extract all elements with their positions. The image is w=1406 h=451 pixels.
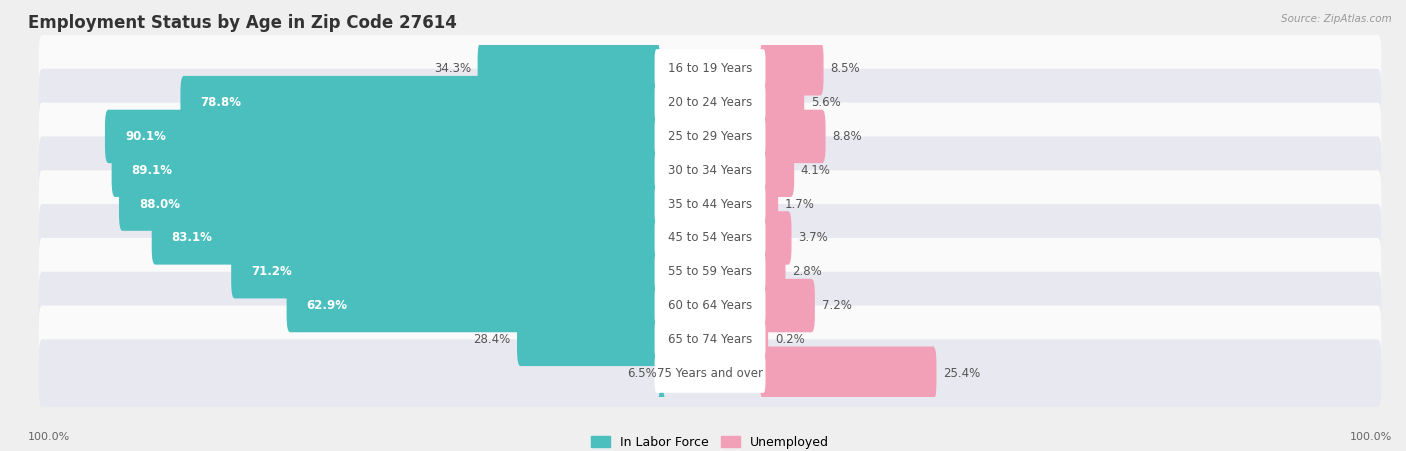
Text: 3.7%: 3.7% xyxy=(799,231,828,244)
Text: 20 to 24 Years: 20 to 24 Years xyxy=(668,96,752,109)
Text: Source: ZipAtlas.com: Source: ZipAtlas.com xyxy=(1281,14,1392,23)
FancyBboxPatch shape xyxy=(231,245,659,299)
Text: 4.1%: 4.1% xyxy=(801,164,831,177)
FancyBboxPatch shape xyxy=(478,42,659,96)
FancyBboxPatch shape xyxy=(39,69,1381,136)
Text: 6.5%: 6.5% xyxy=(627,367,657,380)
FancyBboxPatch shape xyxy=(761,245,786,299)
FancyBboxPatch shape xyxy=(39,306,1381,373)
FancyBboxPatch shape xyxy=(39,272,1381,339)
FancyBboxPatch shape xyxy=(655,49,765,88)
FancyBboxPatch shape xyxy=(152,211,659,265)
Text: 55 to 59 Years: 55 to 59 Years xyxy=(668,265,752,278)
Text: 100.0%: 100.0% xyxy=(28,432,70,442)
FancyBboxPatch shape xyxy=(39,102,1381,170)
FancyBboxPatch shape xyxy=(655,184,765,224)
Text: 16 to 19 Years: 16 to 19 Years xyxy=(668,62,752,75)
Legend: In Labor Force, Unemployed: In Labor Force, Unemployed xyxy=(586,431,834,451)
Text: 8.5%: 8.5% xyxy=(830,62,860,75)
FancyBboxPatch shape xyxy=(120,177,659,231)
Text: 0.2%: 0.2% xyxy=(775,333,804,346)
FancyBboxPatch shape xyxy=(655,218,765,258)
FancyBboxPatch shape xyxy=(105,110,659,163)
FancyBboxPatch shape xyxy=(517,313,659,366)
Text: 71.2%: 71.2% xyxy=(252,265,292,278)
FancyBboxPatch shape xyxy=(655,83,765,122)
Text: 60 to 64 Years: 60 to 64 Years xyxy=(668,299,752,312)
Text: 45 to 54 Years: 45 to 54 Years xyxy=(668,231,752,244)
FancyBboxPatch shape xyxy=(761,177,778,231)
FancyBboxPatch shape xyxy=(655,151,765,190)
Text: 2.8%: 2.8% xyxy=(792,265,823,278)
Text: Employment Status by Age in Zip Code 27614: Employment Status by Age in Zip Code 276… xyxy=(28,14,457,32)
Text: 25 to 29 Years: 25 to 29 Years xyxy=(668,130,752,143)
FancyBboxPatch shape xyxy=(39,339,1381,407)
Text: 89.1%: 89.1% xyxy=(132,164,173,177)
Text: 34.3%: 34.3% xyxy=(434,62,471,75)
Text: 62.9%: 62.9% xyxy=(307,299,347,312)
FancyBboxPatch shape xyxy=(761,346,936,400)
FancyBboxPatch shape xyxy=(655,320,765,359)
Text: 5.6%: 5.6% xyxy=(811,96,841,109)
FancyBboxPatch shape xyxy=(39,170,1381,238)
FancyBboxPatch shape xyxy=(287,279,659,332)
Text: 65 to 74 Years: 65 to 74 Years xyxy=(668,333,752,346)
FancyBboxPatch shape xyxy=(655,252,765,291)
FancyBboxPatch shape xyxy=(111,143,659,197)
Text: 88.0%: 88.0% xyxy=(139,198,180,211)
Text: 35 to 44 Years: 35 to 44 Years xyxy=(668,198,752,211)
Text: 28.4%: 28.4% xyxy=(472,333,510,346)
FancyBboxPatch shape xyxy=(761,211,792,265)
FancyBboxPatch shape xyxy=(655,354,765,393)
Text: 75 Years and over: 75 Years and over xyxy=(657,367,763,380)
FancyBboxPatch shape xyxy=(761,313,768,366)
FancyBboxPatch shape xyxy=(761,279,815,332)
Text: 100.0%: 100.0% xyxy=(1350,432,1392,442)
Text: 25.4%: 25.4% xyxy=(943,367,980,380)
FancyBboxPatch shape xyxy=(39,204,1381,272)
FancyBboxPatch shape xyxy=(39,136,1381,204)
Text: 30 to 34 Years: 30 to 34 Years xyxy=(668,164,752,177)
FancyBboxPatch shape xyxy=(180,76,659,129)
FancyBboxPatch shape xyxy=(761,143,794,197)
FancyBboxPatch shape xyxy=(655,286,765,325)
FancyBboxPatch shape xyxy=(657,346,666,400)
FancyBboxPatch shape xyxy=(761,110,825,163)
Text: 1.7%: 1.7% xyxy=(785,198,814,211)
FancyBboxPatch shape xyxy=(39,35,1381,102)
FancyBboxPatch shape xyxy=(761,42,824,96)
Text: 78.8%: 78.8% xyxy=(201,96,242,109)
Text: 8.8%: 8.8% xyxy=(832,130,862,143)
Text: 90.1%: 90.1% xyxy=(125,130,166,143)
FancyBboxPatch shape xyxy=(39,238,1381,306)
Text: 7.2%: 7.2% xyxy=(821,299,852,312)
FancyBboxPatch shape xyxy=(761,76,804,129)
Text: 83.1%: 83.1% xyxy=(172,231,212,244)
FancyBboxPatch shape xyxy=(655,117,765,156)
